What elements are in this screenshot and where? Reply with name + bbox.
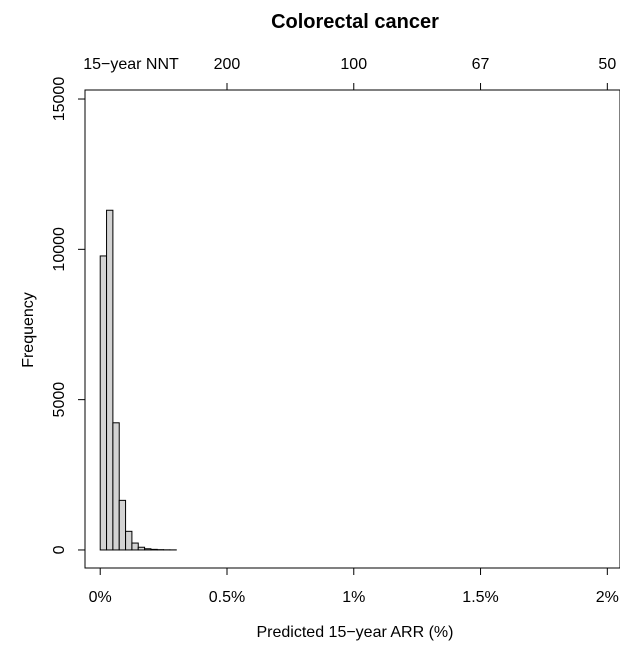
histogram-bar	[150, 548, 158, 551]
x-tick-label: 0%	[89, 589, 112, 606]
x-axis-title: Predicted 15−year ARR (%)	[257, 624, 454, 641]
chart-title: Colorectal cancer	[271, 11, 439, 33]
x-tick-label: 0.5%	[209, 589, 245, 606]
histogram-bar	[137, 546, 146, 551]
x-tick-label: 2%	[596, 589, 619, 606]
plot-frame	[84, 89, 620, 569]
bars-group	[99, 209, 177, 551]
y-tick-label: 10000	[51, 227, 68, 272]
top-tick-label: 67	[472, 56, 490, 73]
x-tick-label: 1%	[342, 589, 365, 606]
y-tick-label: 15000	[51, 77, 68, 122]
top-tick-label: 50	[598, 56, 616, 73]
top-axis-label: 15−year NNT	[83, 56, 179, 73]
histogram-bar	[131, 542, 139, 551]
top-tick-label: 100	[340, 56, 367, 73]
x-tick-label: 1.5%	[462, 589, 498, 606]
y-tick-label: 0	[51, 545, 68, 554]
histogram-bar	[112, 422, 120, 551]
histogram-bar	[125, 530, 133, 551]
y-tick-label: 5000	[51, 382, 68, 418]
histogram-bar	[118, 499, 127, 551]
top-tick-label: 200	[214, 56, 241, 73]
y-axis: 0 5000 10000 15000	[51, 77, 86, 554]
x-axis: 0% 0.5% 1% 1.5% 2%	[89, 567, 619, 606]
histogram-bar	[106, 209, 114, 551]
histogram-bar	[144, 548, 152, 551]
histogram-bar	[99, 255, 108, 551]
y-axis-title: Frequency	[20, 292, 37, 368]
top-axis: 200 100 67 50	[214, 56, 616, 91]
